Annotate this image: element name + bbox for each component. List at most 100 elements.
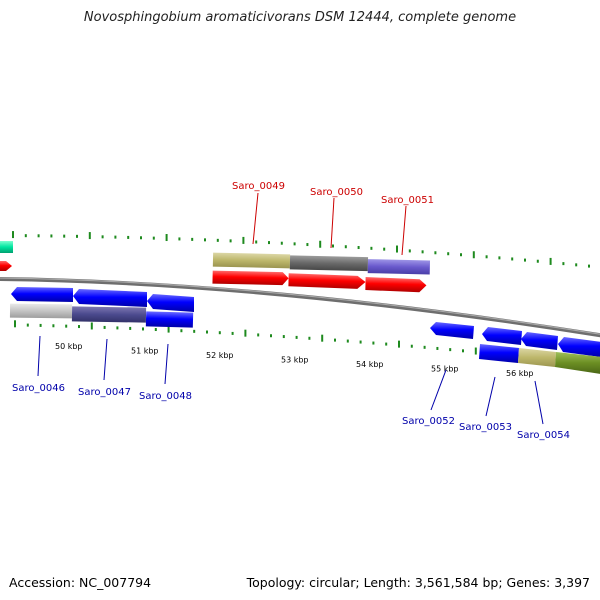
minor-tick [101,235,104,239]
gene-arrow-reverse [147,294,194,312]
scale-labels: 50 kbp 51 kbp 52 kbp 53 kbp 54 kbp 55 kbp 56 k… [55,342,534,378]
leader-line [330,197,335,249]
leader-line [534,380,544,425]
gene-arrow-reverse [558,337,600,357]
major-tick [319,240,322,248]
minor-tick [588,264,590,268]
minor-tick [270,334,272,338]
leader-line [485,376,496,417]
minor-tick [410,344,413,348]
minor-tick [357,246,360,250]
minor-tick [447,252,450,256]
gene-label-saro-0047[interactable]: Saro_0047 [78,387,131,398]
gene-label-saro-0054[interactable]: Saro_0054 [517,430,570,441]
minor-tick [346,339,349,343]
minor-tick [295,335,298,339]
gene-feature-bar [0,241,13,253]
minor-tick [293,242,296,246]
minor-tick [24,234,27,238]
minor-tick [152,236,155,240]
minor-tick [460,253,462,257]
minor-tick [449,348,452,352]
gene-arrow-forward [0,261,12,271]
gene-arrow-reverse [482,327,522,345]
minor-tick [76,234,78,238]
gene-label-saro-0053[interactable]: Saro_0053 [459,422,512,433]
major-tick [474,347,477,355]
gene-arrow-forward [212,270,289,286]
minor-tick [462,349,464,353]
minor-tick [524,258,526,262]
gene-arrow-reverse [11,287,73,302]
scale-tick-label: 52 kbp [206,351,234,360]
major-tick [14,320,16,328]
minor-tick [334,338,336,342]
gene-label-saro-0051[interactable]: Saro_0051 [381,195,434,206]
scale-tick-label: 50 kbp [55,342,83,351]
gene-arrow-forward [288,273,366,289]
gene-label-saro-0048[interactable]: Saro_0048 [139,391,192,402]
gene-label-saro-0050[interactable]: Saro_0050 [310,187,363,198]
major-tick [472,251,475,259]
minor-tick [154,328,157,332]
minor-tick [257,333,260,337]
gene-feature-bar [367,259,431,275]
minor-tick [103,325,106,329]
forward-tick-row [12,231,590,268]
minor-tick [434,251,437,255]
minor-tick [308,336,311,340]
major-tick [90,322,93,330]
minor-tick [140,236,142,240]
genome-stats-text: Topology: circular; Length: 3,561,584 bp… [246,575,590,590]
minor-tick [370,246,373,250]
major-tick [167,325,170,333]
gene-feature-bar [479,344,519,363]
minor-tick [562,262,565,266]
gene-label-saro-0052[interactable]: Saro_0052 [402,416,455,427]
minor-tick [229,239,232,243]
major-tick [165,234,168,242]
minor-tick [191,237,194,241]
minor-tick [498,256,501,260]
major-tick [242,236,245,244]
leader-line [37,335,41,377]
gene-arrow-reverse [521,332,558,350]
minor-tick [372,341,375,345]
minor-tick [218,331,221,335]
major-tick [396,245,398,253]
minor-tick [359,340,362,344]
minor-tick [50,234,53,238]
minor-tick [268,241,270,245]
minor-tick [383,247,386,251]
scale-tick-label: 51 kbp [131,347,159,356]
gene-label-saro-0049[interactable]: Saro_0049 [232,181,285,192]
minor-tick [485,255,488,259]
label-leaders [37,192,544,425]
minor-tick [511,257,514,261]
major-tick [321,334,324,342]
gene-feature-bar [212,252,291,269]
minor-tick [436,346,439,350]
scale-tick-label: 55 kbp [431,365,459,374]
leader-line [430,369,447,411]
major-tick [398,340,400,348]
minor-tick [52,324,55,328]
leader-line [103,338,108,381]
major-tick [549,257,552,265]
minor-tick [65,324,68,328]
page-title: Novosphingobium aromaticivorans DSM 1244… [83,10,517,25]
gene-label-saro-0046[interactable]: Saro_0046 [12,383,65,394]
minor-tick [78,325,80,329]
leader-line [164,343,169,385]
minor-tick [282,335,285,339]
minor-tick [114,235,117,239]
minor-tick [204,238,206,242]
minor-tick [129,326,132,330]
accession-text: Accession: NC_007794 [9,575,152,590]
minor-tick [142,327,144,331]
minor-tick [231,331,234,335]
minor-tick [193,329,196,333]
minor-tick [408,249,411,253]
